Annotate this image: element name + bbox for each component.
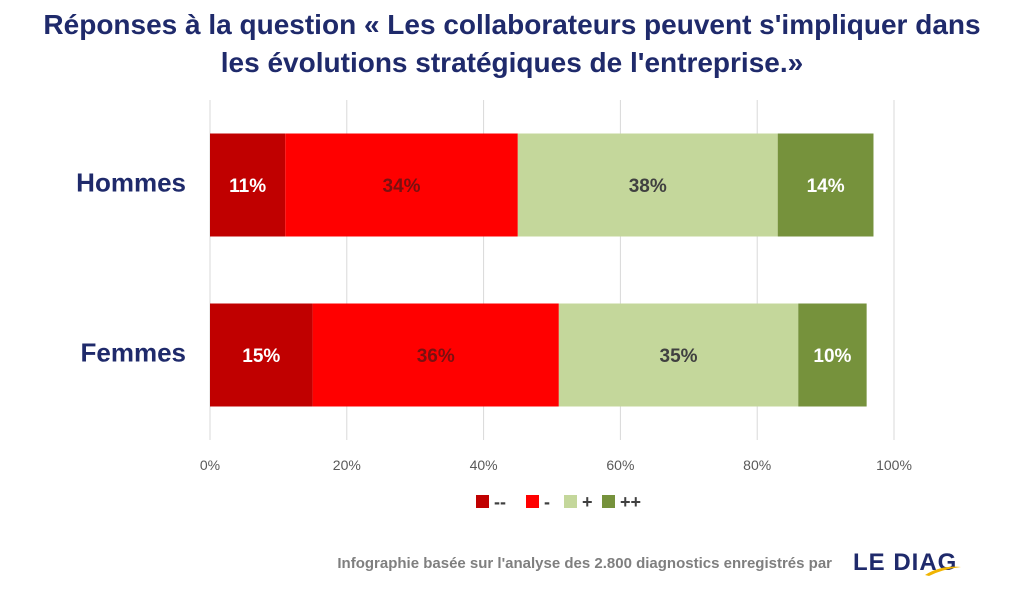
legend-label: ++ xyxy=(620,492,641,512)
legend-label: - xyxy=(544,492,550,512)
data-label: 36% xyxy=(417,346,455,367)
category-label: Femmes xyxy=(81,338,187,368)
data-label: 11% xyxy=(229,176,266,197)
bar-segment xyxy=(210,303,313,407)
chart-title-line-2: les évolutions stratégiques de l'entrepr… xyxy=(220,47,804,78)
bar-segment xyxy=(777,133,874,237)
logo-swoosh-icon xyxy=(925,566,961,576)
x-tick-label: 0% xyxy=(200,457,220,473)
data-label: 14% xyxy=(807,176,845,197)
x-tick-label: 100% xyxy=(876,457,912,473)
legend-label: -- xyxy=(494,492,506,512)
x-tick-label: 60% xyxy=(606,457,634,473)
legend-swatch xyxy=(602,495,615,508)
x-tick-label: 80% xyxy=(743,457,771,473)
data-label: 38% xyxy=(629,176,667,197)
stacked-bar-chart: 0% 20% 40% 60% 80% 100% Hommes 11% 34% 38% 14% Femm… xyxy=(76,100,912,512)
data-label: 15% xyxy=(242,346,280,367)
bar-segment xyxy=(517,133,778,237)
data-label: 35% xyxy=(660,346,698,367)
data-label: 10% xyxy=(813,346,851,367)
bar-segment xyxy=(210,133,286,237)
bar-segment xyxy=(285,133,518,237)
x-tick-label: 20% xyxy=(333,457,361,473)
footer: Infographie basée sur l'analyse des 2.80… xyxy=(0,545,1024,585)
legend-swatch xyxy=(526,495,539,508)
legend-label: + xyxy=(582,492,593,512)
bar-segment xyxy=(798,303,867,407)
x-tick-label: 40% xyxy=(470,457,498,473)
bar-segment xyxy=(558,303,799,407)
data-label: 34% xyxy=(383,176,421,197)
legend-swatch xyxy=(564,495,577,508)
footer-text: Infographie basée sur l'analyse des 2.80… xyxy=(337,555,832,572)
chart-title-line-1: Réponses à la question « Les collaborate… xyxy=(43,9,981,40)
chart-title: Réponses à la question « Les collaborate… xyxy=(0,6,1024,82)
category-label: Hommes xyxy=(76,168,186,198)
legend-swatch xyxy=(476,495,489,508)
bar-segment xyxy=(312,303,559,407)
